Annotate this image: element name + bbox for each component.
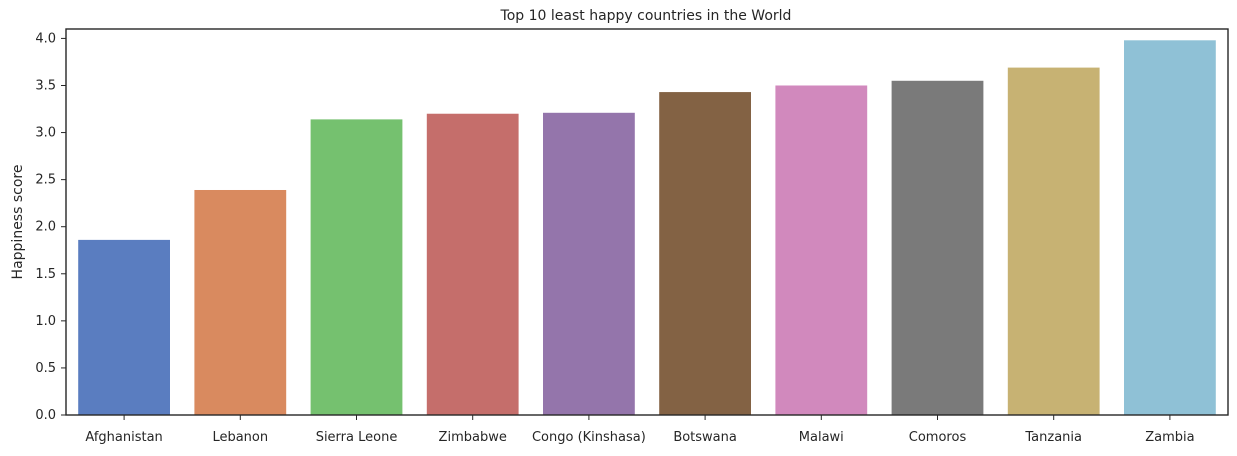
bar-lebanon [194,189,287,415]
plot-frame [65,28,1229,416]
bar-afghanistan [78,239,170,415]
y-tick-label: 4.0 [35,31,56,46]
y-tick-label: 3.5 [35,78,56,93]
chart-title: Top 10 least happy countries in the Worl… [500,8,792,24]
bar-malawi [775,85,868,416]
x-tick-label: Sierra Leone [316,430,398,445]
bar-congo-kinshasa [543,112,635,415]
x-tick-label: Malawi [799,430,844,445]
x-tick-label: Zambia [1145,430,1194,445]
bar-botswana [659,92,751,415]
bar-zambia [1124,40,1216,416]
y-tick-label: 1.0 [35,314,56,329]
bar-tanzania [1007,67,1100,415]
x-tick-label: Zimbabwe [439,430,507,445]
bar-zimbabwe [426,113,519,416]
y-tick-label: 2.5 [35,173,56,188]
y-axis: 0.0 0.5 1.0 1.5 2.0 2.5 3.0 3.5 4.0 [35,31,66,423]
bar-comoros [891,80,984,415]
x-tick-label: Afghanistan [85,430,162,445]
bar-sierra-leone [310,119,403,415]
y-axis-title: Happiness score [10,165,26,280]
y-tick-label: 1.5 [35,267,56,282]
y-tick-label: 0.5 [35,361,56,376]
x-tick-label: Tanzania [1024,430,1082,445]
x-tick-label: Comoros [909,430,967,445]
plot-area [65,28,1229,416]
x-axis: Afghanistan Lebanon Sierra Leone Zimbabwe Co… [85,415,1195,445]
y-tick-label: 0.0 [35,408,56,423]
y-tick-label: 2.0 [35,220,56,235]
x-tick-label: Lebanon [212,430,268,445]
y-tick-label: 3.0 [35,126,56,141]
x-tick-label: Congo (Kinshasa) [532,430,646,445]
x-tick-label: Botswana [673,430,737,445]
